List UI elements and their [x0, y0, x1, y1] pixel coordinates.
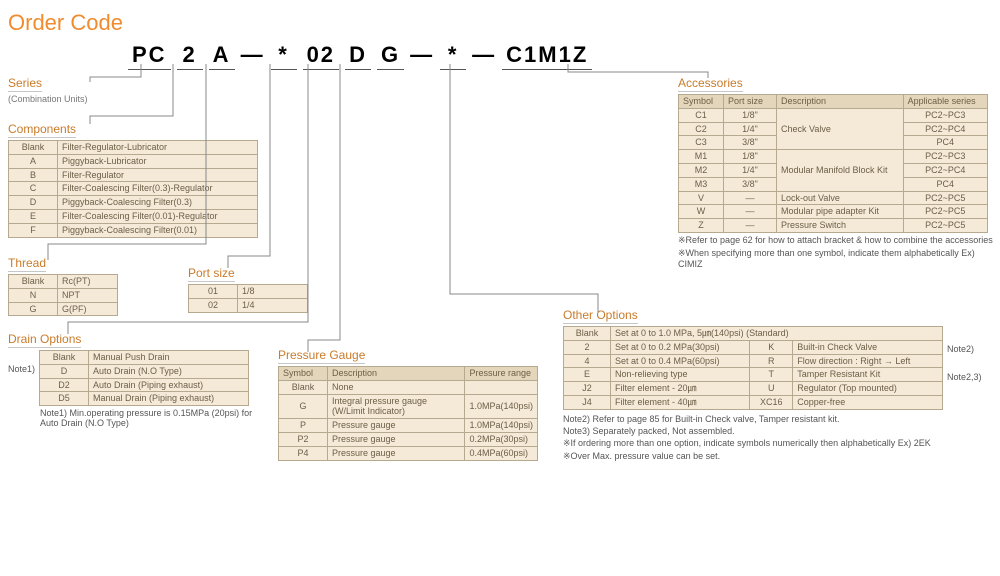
gauge-table: SymbolDescriptionPressure rangeBlankNone… — [278, 366, 538, 461]
other-notes: Note2) Refer to page 85 for Built-in Che… — [563, 414, 993, 462]
seg-series: PC — [128, 42, 171, 70]
drain-note: Note1) Min.operating pressure is 0.15MPa… — [40, 408, 268, 428]
seg-size: 2 — [177, 42, 203, 70]
dash: — — [472, 42, 496, 68]
seg-drain: D — [345, 42, 371, 70]
thread-table: BlankRc(PT)NNPTGG(PF) — [8, 274, 118, 316]
seg-acc: C1M1Z — [502, 42, 592, 70]
seg-other: * — [440, 42, 466, 70]
page-title: Order Code — [8, 10, 992, 36]
accessories-notes: ※Refer to page 62 for how to attach brac… — [678, 235, 998, 269]
components-table: BlankFilter-Regulator-LubricatorAPiggyba… — [8, 140, 258, 238]
thread-label: Thread — [8, 256, 46, 272]
drain-label: Drain Options — [8, 332, 81, 348]
drain-note-prefix: Note1) — [8, 364, 35, 406]
components-label: Components — [8, 122, 76, 138]
drain-table: BlankManual Push DrainDAuto Drain (N.O T… — [39, 350, 249, 406]
series-sublabel: (Combination Units) — [8, 94, 88, 104]
dash: — — [410, 42, 434, 68]
other-label: Other Options — [563, 308, 638, 324]
seg-component: A — [209, 42, 235, 70]
port-table: 011/8021/4 — [188, 284, 308, 313]
accessories-label: Accessories — [678, 76, 743, 92]
seg-thread: * — [271, 42, 297, 70]
seg-port: 02 — [303, 42, 339, 70]
other-table: BlankSet at 0 to 1.0 MPa, 5㎛(140psi) (St… — [563, 326, 943, 410]
order-code-row: PC 2 A — * 02 D G — * — C1M1Z — [128, 42, 992, 70]
dash: — — [241, 42, 265, 68]
accessories-table: SymbolPort sizeDescriptionApplicable ser… — [678, 94, 988, 233]
gauge-label: Pressure Gauge — [278, 348, 365, 364]
seg-gauge: G — [377, 42, 404, 70]
series-label: Series — [8, 76, 42, 92]
port-label: Port size — [188, 266, 235, 282]
